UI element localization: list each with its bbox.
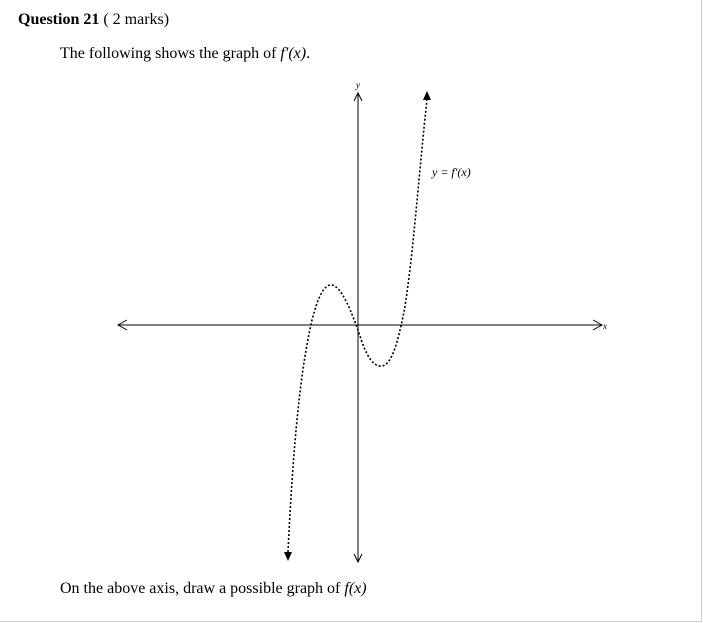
derivative-curve bbox=[287, 99, 428, 553]
y-axis-top-arrow-icon bbox=[353, 91, 363, 102]
intro-function: f′(x) bbox=[280, 45, 307, 62]
instruction-text: On the above axis, draw a possible graph… bbox=[60, 580, 367, 598]
question-title: Question 21 bbox=[18, 11, 100, 28]
curve-label: y = f′(x) bbox=[431, 165, 471, 179]
y-axis-bottom-arrow-icon bbox=[353, 553, 363, 564]
intro-after: . bbox=[306, 45, 311, 62]
instruction-before: On the above axis, draw a possible graph… bbox=[60, 580, 345, 597]
question-marks: ( 2 marks) bbox=[99, 11, 170, 28]
intro-before: The following shows the graph of bbox=[60, 45, 281, 62]
y-axis-label: y bbox=[355, 80, 360, 90]
x-axis-right-arrow-icon bbox=[592, 319, 604, 331]
curve-top-arrow-icon bbox=[423, 91, 431, 100]
intro-text: The following shows the graph of f′(x). bbox=[60, 45, 310, 63]
instruction-function: f(x) bbox=[344, 580, 367, 597]
x-axis-left-arrow-icon bbox=[116, 319, 128, 331]
x-axis-label: x bbox=[602, 321, 607, 331]
curve-bottom-arrow-icon bbox=[284, 552, 292, 561]
question-heading: Question 21 ( 2 marks) bbox=[18, 11, 169, 29]
